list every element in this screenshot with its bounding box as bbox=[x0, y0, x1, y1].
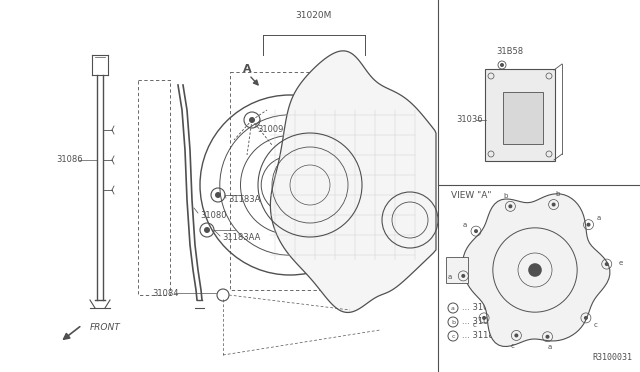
Text: 31080: 31080 bbox=[200, 211, 227, 219]
Text: A: A bbox=[243, 64, 252, 74]
Text: a: a bbox=[463, 222, 467, 228]
Text: 31036: 31036 bbox=[456, 115, 483, 125]
Polygon shape bbox=[463, 194, 610, 346]
Text: c: c bbox=[451, 334, 455, 339]
Circle shape bbox=[605, 262, 609, 266]
Circle shape bbox=[515, 333, 518, 337]
Text: a: a bbox=[596, 215, 601, 221]
Text: R3100031: R3100031 bbox=[592, 353, 632, 362]
Text: FRONT: FRONT bbox=[90, 323, 121, 331]
Circle shape bbox=[249, 117, 255, 123]
Text: 31009: 31009 bbox=[257, 125, 284, 135]
Text: b: b bbox=[504, 193, 508, 199]
Circle shape bbox=[528, 263, 542, 277]
Text: 31086: 31086 bbox=[56, 155, 83, 164]
Text: a: a bbox=[447, 274, 451, 280]
Circle shape bbox=[552, 202, 556, 206]
Circle shape bbox=[500, 63, 504, 67]
Text: VIEW "A": VIEW "A" bbox=[451, 192, 492, 201]
Text: c: c bbox=[472, 323, 476, 328]
Text: ... 31180AC: ... 31180AC bbox=[462, 331, 511, 340]
Text: c: c bbox=[511, 343, 515, 349]
Text: b: b bbox=[555, 191, 559, 198]
Circle shape bbox=[482, 316, 486, 320]
Circle shape bbox=[285, 180, 296, 190]
Text: 31020M: 31020M bbox=[295, 11, 331, 20]
Text: ... 31020AA: ... 31020AA bbox=[462, 304, 511, 312]
Circle shape bbox=[474, 229, 478, 233]
Text: c: c bbox=[594, 323, 598, 328]
Circle shape bbox=[545, 335, 550, 339]
Circle shape bbox=[215, 192, 221, 198]
FancyBboxPatch shape bbox=[446, 257, 468, 283]
Text: 31183A: 31183A bbox=[228, 196, 260, 205]
Circle shape bbox=[461, 274, 465, 278]
Bar bbox=[503, 92, 543, 144]
Circle shape bbox=[204, 227, 210, 233]
Circle shape bbox=[584, 316, 588, 320]
Text: 31183AA: 31183AA bbox=[222, 234, 260, 243]
Text: e: e bbox=[618, 260, 623, 266]
FancyBboxPatch shape bbox=[485, 69, 555, 161]
Text: ... 31020AB: ... 31020AB bbox=[462, 317, 511, 327]
Text: 31084: 31084 bbox=[152, 289, 179, 298]
Text: a: a bbox=[451, 305, 455, 311]
Text: a: a bbox=[548, 344, 552, 350]
Text: b: b bbox=[451, 320, 455, 324]
Circle shape bbox=[508, 204, 513, 208]
Text: 31B58: 31B58 bbox=[497, 48, 524, 57]
Polygon shape bbox=[270, 51, 436, 312]
Circle shape bbox=[586, 223, 591, 227]
